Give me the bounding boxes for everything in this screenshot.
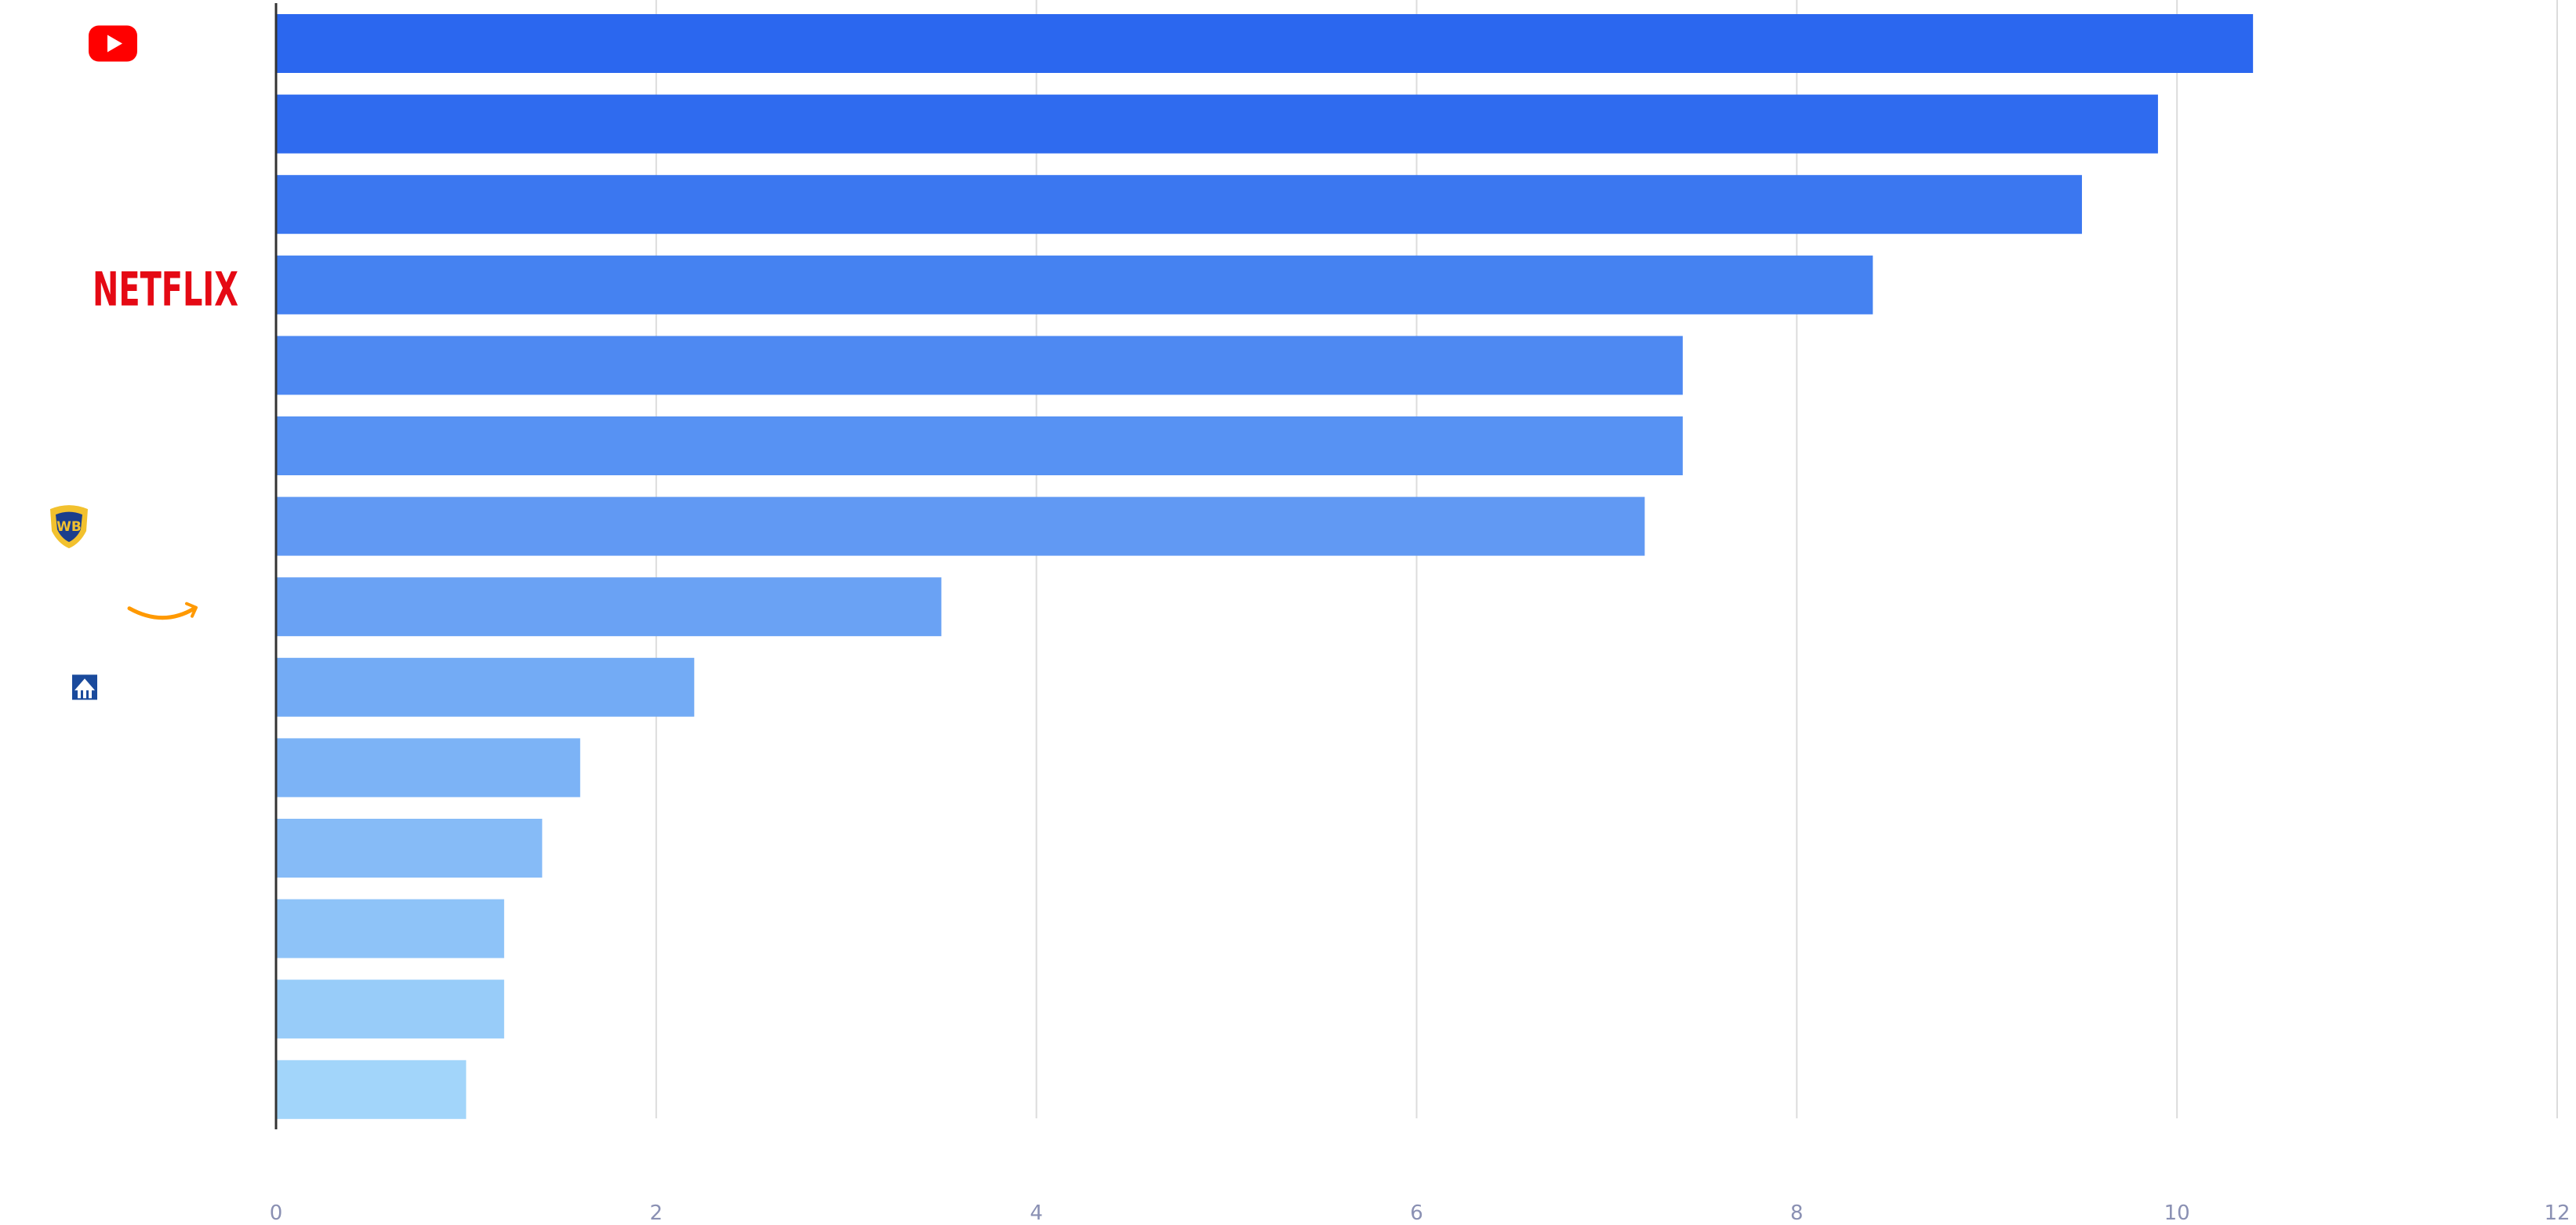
bar: 1.4 (276, 819, 543, 878)
x-tick-label: 0 (270, 1201, 283, 1225)
bars: YouTube 10.4 9.9 9.5 Netflix 8.4 7.4 7.4 W… (276, 14, 2254, 1119)
youtube-logo-icon (89, 25, 137, 62)
bar: 1.6 (276, 738, 580, 798)
svg-text:WB: WB (56, 519, 82, 535)
gridlines (655, 0, 2558, 1118)
x-tick-label: 4 (1030, 1201, 1043, 1225)
bar: 9.5 (276, 175, 2082, 234)
bar: 7.4 (276, 416, 1683, 475)
x-tick-label: 6 (1410, 1201, 1423, 1225)
x-tick-label: 8 (1790, 1201, 1804, 1225)
bar: YouTube 10.4 (276, 14, 2254, 73)
bar: Netflix 8.4 (276, 255, 1873, 314)
company-logos: NETFLIX WB (50, 25, 238, 700)
bar: 1.2 (276, 899, 504, 958)
paramount-mountain-icon (72, 674, 97, 700)
x-axis-ticks: 0 2 4 6 8 10 12 (270, 1201, 2571, 1225)
bar: 1.2 (276, 980, 504, 1039)
netflix-logo-icon: NETFLIX (93, 262, 238, 317)
svg-text:NETFLIX: NETFLIX (93, 262, 238, 317)
bar: Warner Bros. 7.2 (276, 496, 1645, 556)
amazon-smile-arrow-icon (127, 602, 198, 620)
bar: 1 (276, 1060, 467, 1119)
bar: 7.4 (276, 336, 1683, 395)
x-tick-label: 12 (2544, 1201, 2570, 1225)
warner-bros-shield-icon: WB (50, 505, 88, 549)
bar: Paramount 2.2 (276, 657, 695, 717)
x-tick-label: 2 (650, 1201, 663, 1225)
x-tick-label: 10 (2164, 1201, 2190, 1225)
bar: 9.9 (276, 94, 2158, 154)
bar: Amazon 3.5 (276, 577, 942, 637)
